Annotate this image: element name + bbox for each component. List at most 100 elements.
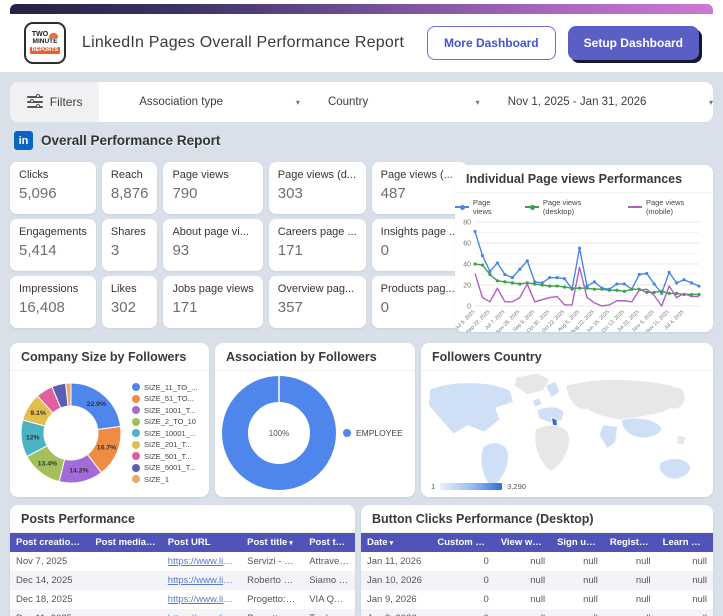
legend-swatch [343,429,351,437]
legend-item: SIZE_11_TO_... [132,383,198,392]
legend-swatch [132,394,140,403]
company-size-legend: SIZE_11_TO_... SIZE_51_TO... SIZE_1001_T..… [132,383,202,484]
line-chart-title: Individual Page views Performances [455,165,713,193]
company-size-title: Company Size by Followers [10,343,209,371]
table-cell: Siamo orgo... [303,571,355,590]
column-header[interactable]: Post URL [161,533,242,552]
buttons-table-title: Button Clicks Performance (Desktop) [361,505,713,533]
kpi-card: Overview pag... 357 [268,276,366,328]
post-url-link[interactable]: https://www.linkedi... [167,556,241,567]
column-header[interactable]: Custom bu... [431,533,495,552]
kpi-card: Page views (d... 303 [268,162,366,214]
setup-dashboard-button[interactable]: Setup Dashboard [567,25,699,60]
country-dropdown[interactable]: Country ▾ [328,96,480,108]
section-header: in Overall Performance Report [14,131,220,150]
kpi-card: Reach 8,876 [101,162,158,214]
table-cell: Progetto: Via ... [241,609,304,616]
table-cell: Servizi - prope... [247,556,304,567]
column-header[interactable]: Post creation ... [10,533,90,552]
table-cell: null [692,594,707,605]
map-legend: 1 3,290 [431,482,526,491]
kpi-value: 5,414 [19,242,57,259]
kpi-card: Careers page ... 171 [268,219,366,271]
svg-text:40: 40 [463,262,471,269]
individual-page-views-card: Individual Page views Performances Page … [455,165,713,332]
table-row: Jan 10, 2026 0 null null null null [361,571,713,590]
legend-item: Page views (mobile) [628,198,713,216]
association-donut-chart: 100% [222,376,336,490]
column-header[interactable]: Post text [303,533,355,552]
filters-label: Filters [49,95,83,109]
chevron-down-icon: ▾ [295,97,300,107]
legend-swatch [628,206,642,208]
svg-text:60: 60 [463,241,471,248]
chevron-down-icon: ▾ [475,97,480,107]
table-row: Jan 9, 2026 0 null null null null [361,590,713,609]
kpi-value: 0 [380,242,389,259]
sort-caret-icon: ▾ [389,540,394,547]
table-cell: null [603,571,657,590]
legend-item: SIZE_501_T... [132,452,198,461]
header: TWO MINUTE REPORTS LinkedIn Pages Overal… [10,14,713,71]
legend-swatch [132,406,140,414]
kpi-label: Page views [172,169,229,181]
posts-table-title: Posts Performance [10,505,355,533]
column-header[interactable]: Date ▾ [361,533,432,552]
svg-text:16.7%: 16.7% [97,445,116,452]
table-cell: Jan 8, 2026 [361,609,432,616]
followers-country-card: Followers Country 1 3,290 [421,343,713,497]
column-header[interactable]: Post title ▾ [241,533,304,552]
table-cell: null [635,594,651,605]
map-legend-max: 3,290 [507,482,526,491]
section-title: Overall Performance Report [41,133,221,148]
date-range-dropdown[interactable]: Nov 1, 2025 - Jan 31, 2026 ▾ [508,96,713,108]
post-url-link[interactable]: https://www.linkedi... [167,594,241,605]
table-cell [89,590,161,609]
table-cell: null [530,594,546,605]
post-url-link[interactable]: https://www.linkedi... [161,571,242,590]
filters-icon [26,94,43,109]
kpi-card: Clicks 5,096 [10,162,96,214]
logo-wedge-icon [49,33,59,39]
kpi-card: Insights page ... 0 [371,219,468,271]
map-legend-gradient [440,483,503,490]
association-type-dropdown[interactable]: Association type ▾ [139,96,300,108]
two-minute-reports-logo: TWO MINUTE REPORTS [24,21,66,64]
legend-swatch [455,204,469,210]
legend-swatch [132,452,140,460]
logo-text-minute: MINUTE [32,38,58,46]
svg-text:20: 20 [463,283,471,290]
column-header[interactable]: Sign up ... [551,533,604,552]
legend-item: SIZE_2_TO_10 [132,417,198,426]
kpi-card: Jobs page views 171 [163,276,263,328]
column-header[interactable]: Learn more ... [656,533,713,552]
column-header[interactable]: Register ... [603,533,657,552]
kpi-label: Careers page ... [277,226,357,238]
column-header[interactable]: View web... [494,533,552,552]
legend-swatch [132,440,140,449]
posts-table: Post creation ... Post media c... Post URL… [10,533,355,616]
svg-text:14.2%: 14.2% [69,468,88,475]
more-dashboard-button[interactable]: More Dashboard [426,25,556,60]
column-header[interactable]: Post media c... [89,533,162,552]
post-url-link[interactable]: https://www.linkedi... [161,609,242,616]
kpi-value: 171 [277,242,303,259]
logo-text-reports: REPORTS [29,46,61,54]
kpi-card: Likes 302 [101,276,158,328]
svg-text:0: 0 [467,304,471,311]
table-cell: null [635,556,651,567]
svg-text:13.4%: 13.4% [38,460,57,467]
table-row: Nov 7, 2025 https://www.linkedi... Servizi… [10,552,355,571]
kpi-card: Page views (... 487 [371,162,468,214]
filters-toggle[interactable]: Filters [10,82,100,122]
sort-caret-icon: ▾ [289,540,293,547]
svg-text:9.1%: 9.1% [30,410,46,417]
legend-swatch [132,463,140,472]
table-cell: Jan 9, 2026 [367,594,417,605]
table-cell: null [692,556,707,567]
kpi-label: Jobs page views [172,283,254,295]
kpi-label: Clicks [19,169,49,181]
